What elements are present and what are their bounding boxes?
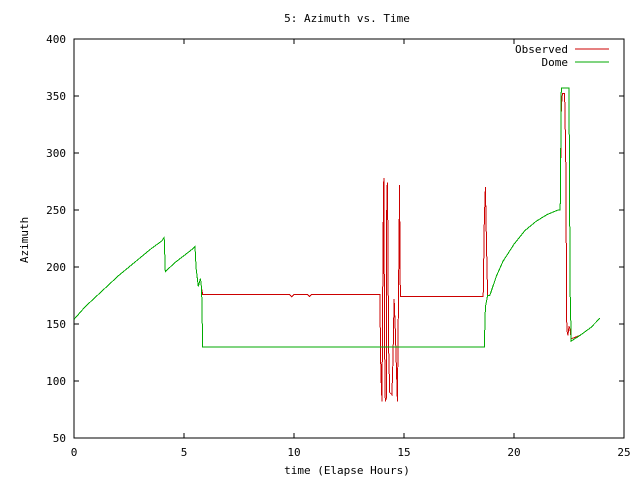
x-tick-label: 10 (287, 446, 300, 459)
x-axis-label: time (Elapse Hours) (284, 464, 410, 477)
y-axis-label: Azimuth (18, 217, 31, 263)
chart-title: 5: Azimuth vs. Time (284, 12, 410, 25)
y-tick-label: 150 (46, 318, 66, 331)
y-tick-label: 100 (46, 375, 66, 388)
y-axis-ticks: 50 100 150 200 250 300 350 400 (46, 33, 624, 445)
x-tick-label: 25 (617, 446, 630, 459)
y-tick-label: 50 (53, 432, 66, 445)
x-tick-label: 20 (507, 446, 520, 459)
series-line-dome (73, 87, 601, 348)
x-tick-label: 15 (397, 446, 410, 459)
x-axis-ticks: 0 5 10 15 20 25 (71, 39, 631, 459)
x-tick-label: 0 (71, 446, 78, 459)
legend-label-dome: Dome (542, 56, 569, 69)
y-tick-label: 300 (46, 147, 66, 160)
y-tick-label: 350 (46, 90, 66, 103)
x-tick-label: 5 (181, 446, 188, 459)
y-tick-label: 400 (46, 33, 66, 46)
legend-label-observed: Observed (515, 43, 568, 56)
y-tick-label: 200 (46, 261, 66, 274)
plot-frame (73, 38, 625, 439)
series-group (73, 87, 601, 402)
y-tick-label: 250 (46, 204, 66, 217)
